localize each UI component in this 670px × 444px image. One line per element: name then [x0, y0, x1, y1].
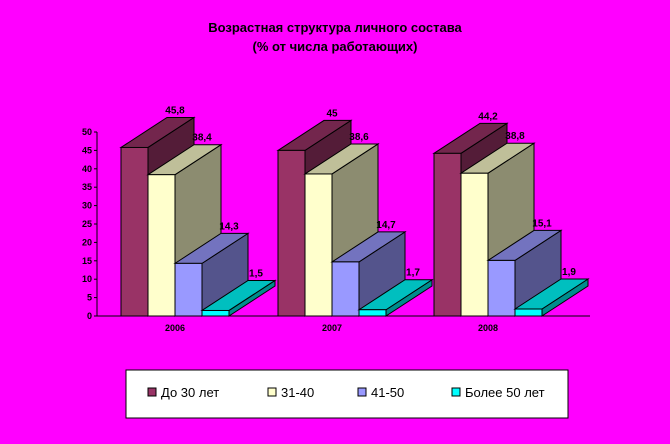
x-axis-labels: 2006 2007 2008 [165, 323, 498, 333]
legend-item: 31-40 [267, 385, 314, 400]
y-tick-label: 15 [82, 256, 92, 266]
y-tick-label: 25 [82, 219, 92, 229]
bar [357, 278, 434, 317]
legend-item: До 30 лет [147, 385, 219, 400]
bar-front [147, 174, 176, 317]
bar-front [487, 259, 516, 317]
legend-label: 31-40 [281, 385, 314, 400]
y-tick-label: 20 [82, 237, 92, 247]
data-label: 45,8 [165, 105, 185, 116]
chart-title: Возрастная структура личного состава [208, 20, 462, 35]
bar [200, 279, 277, 317]
data-label: 15,1 [532, 218, 552, 229]
data-label: 38,4 [192, 133, 212, 144]
y-tick-label: 50 [82, 127, 92, 137]
data-label: 14,3 [219, 221, 239, 232]
bar [486, 229, 563, 317]
bar-front [460, 172, 489, 317]
legend-swatch [357, 387, 367, 397]
legend-swatch [267, 387, 277, 397]
legend-item: Более 50 лет [451, 385, 545, 400]
legend-label: 41-50 [371, 385, 404, 400]
x-tick-label: 2008 [478, 323, 498, 333]
bar-front [277, 149, 306, 317]
data-label: 1,5 [249, 268, 263, 279]
bar [513, 278, 590, 317]
data-label: 44,2 [478, 111, 498, 122]
data-label: 1,7 [406, 268, 420, 279]
y-tick-label: 35 [82, 182, 92, 192]
y-tick-label: 0 [87, 311, 92, 321]
data-labels: 45,8 38,4 14,3 1,5 45 38,6 14,7 1,7 44,2 38,8 15,1… [165, 105, 576, 279]
y-tick-label: 5 [87, 293, 92, 303]
x-tick-label: 2007 [322, 323, 342, 333]
bar-front [331, 261, 360, 317]
data-label: 14,7 [376, 220, 396, 231]
legend-label: До 30 лет [161, 385, 219, 400]
bar-front [174, 262, 203, 317]
legend-box [125, 369, 569, 419]
y-tick-label: 45 [82, 145, 92, 155]
legend-item: 41-50 [357, 385, 404, 400]
y-tick-label: 30 [82, 201, 92, 211]
legend-label: Более 50 лет [465, 385, 545, 400]
data-label: 38,6 [349, 132, 369, 143]
legend-swatch [147, 387, 157, 397]
data-label: 1,9 [562, 267, 576, 278]
y-tick-label: 10 [82, 274, 92, 284]
y-tick-label: 40 [82, 164, 92, 174]
bar-front [304, 173, 333, 317]
bar-front [433, 152, 462, 317]
chart-subtitle: (% от числа работающих) [252, 39, 417, 54]
bar-front [514, 308, 543, 317]
data-label: 38,8 [505, 131, 525, 142]
x-tick-label: 2006 [165, 323, 185, 333]
legend: До 30 лет 31-40 41-50 Более 50 лет [125, 369, 569, 419]
bar-front [358, 309, 387, 317]
bar-front [120, 146, 149, 317]
bar-front [201, 309, 230, 317]
legend-swatch [451, 387, 461, 397]
data-label: 45 [326, 108, 338, 119]
bars [119, 116, 590, 317]
bar [173, 232, 250, 317]
